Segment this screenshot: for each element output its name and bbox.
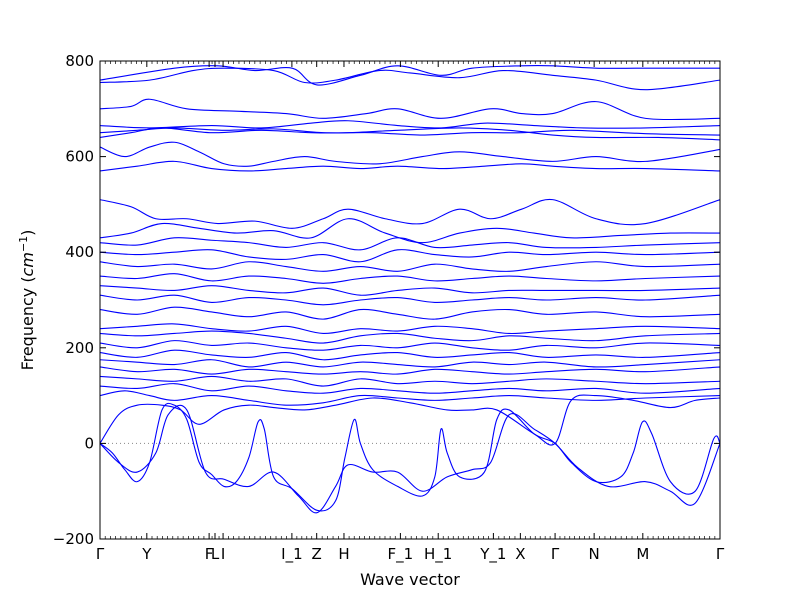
band-line-3 — [100, 98, 720, 121]
y-tick-label: −200 — [53, 530, 94, 548]
band-line-28 — [100, 402, 720, 512]
band-line-4 — [100, 120, 720, 129]
x-tick-label: I_1 — [281, 545, 302, 564]
plot-frame — [99, 60, 721, 540]
band-line-25 — [100, 383, 720, 394]
band-line-18 — [100, 323, 720, 335]
band-line-13 — [100, 261, 720, 272]
band-line-10 — [100, 218, 720, 244]
band-line-15 — [100, 285, 720, 296]
y-tick-label: 600 — [65, 148, 94, 166]
x-tick-label: H — [338, 545, 349, 563]
axes-ticks: −200 0 200 400 600 800 Γ Y FL I I_1 Z H F_1 H_1 Y_1 X Γ N M… — [53, 52, 725, 564]
y-tick-label: 800 — [65, 52, 94, 70]
band-line-29 — [100, 404, 720, 514]
y-axis-title-close: ) — [18, 230, 37, 236]
band-line-2 — [100, 67, 720, 91]
x-tick-label: F — [205, 545, 214, 563]
band-line-12 — [100, 249, 720, 263]
x-tick-label: F_1 — [388, 545, 414, 564]
x-tick-label: X — [515, 545, 525, 563]
y-tick-label: 400 — [65, 243, 94, 261]
x-tick-label: Γ — [551, 545, 560, 563]
band-line-17 — [100, 306, 720, 320]
band-line-27 — [100, 394, 720, 446]
band-line-9 — [100, 198, 720, 229]
band-line-23 — [100, 366, 720, 375]
x-tick-label: Γ — [96, 545, 105, 563]
x-minor-ticks — [104, 61, 716, 539]
band-line-19 — [100, 330, 720, 344]
plot-area — [100, 64, 720, 514]
band-line-11 — [100, 237, 720, 251]
band-line-22 — [100, 359, 720, 368]
band-line-1 — [100, 64, 720, 86]
band-line-16 — [100, 294, 720, 306]
x-tick-label: I — [221, 545, 225, 563]
x-tick-label: M — [636, 545, 649, 563]
y-tick-label: 200 — [65, 339, 94, 357]
band-line-20 — [100, 340, 720, 351]
band-line-5 — [100, 127, 720, 136]
x-tick-label: N — [589, 545, 600, 563]
y-axis-title-label: Frequency — [18, 288, 37, 371]
band-line-24 — [100, 375, 720, 387]
band-line-7 — [100, 141, 720, 167]
x-tick-label: L — [211, 545, 220, 563]
x-tick-label: Y — [141, 545, 152, 563]
x-tick-label: Z — [312, 545, 322, 563]
x-tick-label: H_1 — [424, 545, 452, 564]
y-axis-title-unit-exp: −1 — [17, 236, 30, 252]
band-line-6 — [100, 127, 720, 141]
band-lines — [100, 64, 720, 514]
y-tick-label: 0 — [84, 434, 94, 452]
band-line-14 — [100, 273, 720, 284]
y-axis-title: Frequency (cm−1) — [17, 230, 37, 371]
x-axis-title: Wave vector — [360, 570, 460, 589]
x-tick-label: Y_1 — [479, 545, 506, 564]
band-line-8 — [100, 160, 720, 172]
x-tick-label: Γ — [716, 545, 725, 563]
band-line-26 — [100, 390, 720, 406]
band-line-21 — [100, 349, 720, 361]
y-axis-title-unit: cm — [18, 252, 37, 276]
